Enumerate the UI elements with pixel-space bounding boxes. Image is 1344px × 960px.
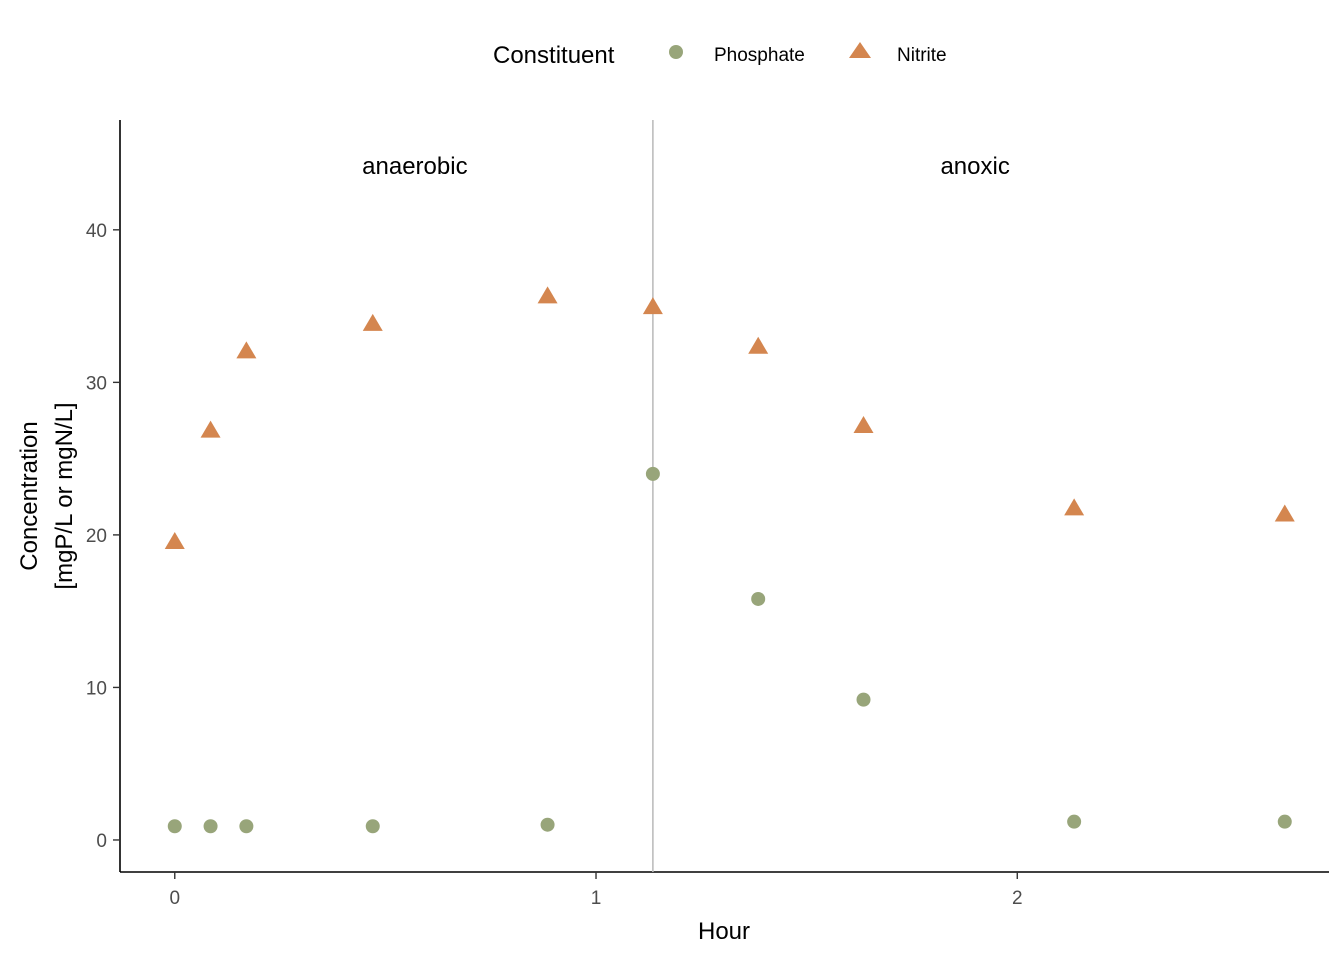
phosphate-point: [365, 819, 380, 834]
phase-label-anoxic: anoxic: [940, 153, 1009, 180]
phase-label-anaerobic: anaerobic: [362, 153, 467, 180]
phosphate-point: [645, 466, 660, 481]
nitrite-point: [1274, 504, 1295, 522]
y-tick-label: 30: [86, 373, 107, 394]
y-axis-title-line1: Concentration: [16, 421, 43, 570]
nitrite-point: [642, 297, 663, 315]
nitrite-point: [200, 420, 221, 438]
x-axis-title: Hour: [698, 918, 750, 945]
nitrite-point: [853, 416, 874, 434]
x-tick-label: 0: [169, 888, 180, 909]
data-points: [164, 286, 1295, 834]
phosphate-point: [167, 819, 182, 834]
legend-key-phosphate: [669, 45, 683, 59]
phosphate-point: [1277, 814, 1292, 829]
x-tick-label: 1: [591, 888, 602, 909]
y-axis-title: Concentration [mgP/L or mgN/L]: [16, 402, 78, 589]
nitrite-point: [362, 313, 383, 331]
phosphate-point: [1067, 814, 1082, 829]
legend-label-nitrite: Nitrite: [897, 45, 947, 66]
y-ticks: 0 10 20 30 40: [86, 221, 120, 852]
y-tick-label: 0: [96, 831, 107, 852]
x-ticks: 0 1 2: [169, 872, 1023, 909]
y-tick-label: 20: [86, 526, 107, 547]
annotations: anaerobic anoxic: [362, 153, 1010, 180]
phosphate-point: [751, 591, 766, 606]
y-axis-title-line2: [mgP/L or mgN/L]: [51, 402, 78, 589]
x-tick-label: 2: [1012, 888, 1023, 909]
nitrite-point: [1064, 498, 1085, 516]
nitrite-point: [748, 336, 769, 354]
phosphate-point: [203, 819, 218, 834]
nitrite-point: [537, 286, 558, 304]
phosphate-point: [540, 817, 555, 832]
nitrite-point: [236, 341, 257, 359]
phosphate-point: [856, 692, 871, 707]
legend-key-nitrite: [849, 42, 871, 58]
y-tick-label: 10: [86, 678, 107, 699]
y-tick-label: 40: [86, 221, 107, 242]
legend: Constituent Phosphate Nitrite: [493, 42, 947, 69]
legend-label-phosphate: Phosphate: [714, 45, 805, 66]
legend-title: Constituent: [493, 42, 615, 69]
nitrite-point: [164, 531, 185, 549]
phosphate-point: [239, 819, 254, 834]
